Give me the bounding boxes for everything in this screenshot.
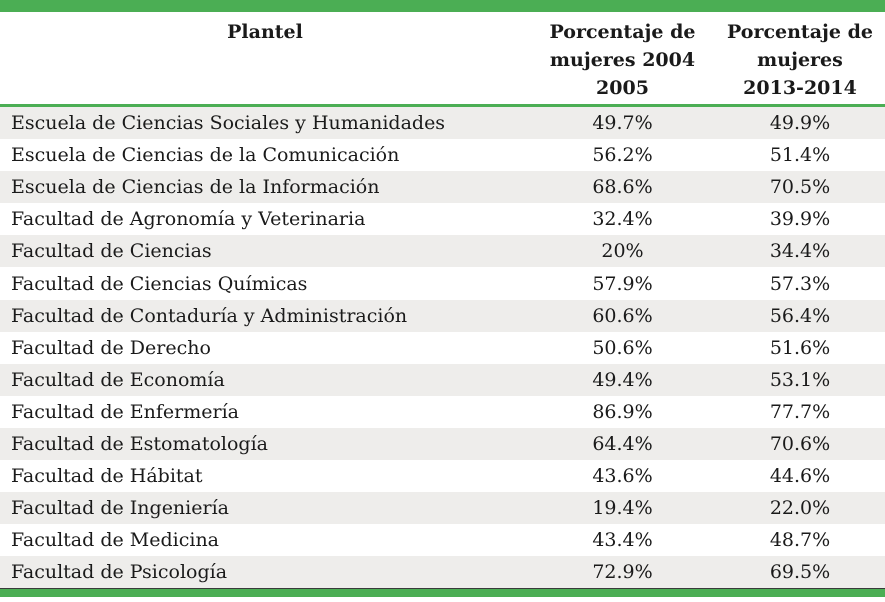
plantel-cell: Facultad de Agronomía y Veterinaria (11, 208, 366, 231)
pct-2013-2014-cell: 51.6% (769, 336, 831, 359)
plantel-cell: Escuela de Ciencias de la Información (11, 176, 380, 199)
pct-2013-2014-cell: 34.4% (769, 240, 831, 263)
pct-2004-2005-cell: 43.6% (592, 465, 653, 488)
pct-2004-2005-cell: 19.4% (592, 497, 653, 520)
pct-2004-2005-cell: 64.4% (592, 432, 653, 455)
pct-2013-2014-cell: 70.6% (769, 432, 831, 455)
plantel-cell: Facultad de Economía (11, 368, 225, 391)
table-row: Escuela de Ciencias Sociales y Humanidad… (0, 107, 885, 140)
pct-2013-2014-cell: 70.5% (769, 176, 831, 199)
plantel-cell: Facultad de Ciencias (11, 240, 212, 263)
table-row: Facultad de Ciencias Químicas 57.9% 57.3… (0, 267, 885, 300)
column-header-plantel: Plantel (227, 21, 303, 43)
pct-2004-2005-cell: 50.6% (592, 336, 653, 359)
table-row: Escuela de Ciencias de la Comunicación 5… (0, 139, 885, 172)
pct-2004-2005-cell: 60.6% (592, 304, 653, 327)
pct-2004-2005-cell: 49.7% (592, 112, 653, 135)
plantel-cell: Escuela de Ciencias Sociales y Humanidad… (11, 112, 446, 135)
plantel-cell: Facultad de Ciencias Químicas (11, 272, 308, 295)
pct-2013-2014-cell: 39.9% (769, 208, 831, 231)
table-row: Facultad de Ingeniería 19.4% 22.0% (0, 492, 885, 525)
table-header-row: Plantel Porcentaje de mujeres 2004 2005 … (0, 12, 885, 104)
table-row: Facultad de Hábitat 43.6% 44.6% (0, 460, 885, 493)
pct-2004-2005-cell: 57.9% (592, 272, 653, 295)
header-divider-rule (0, 104, 885, 107)
pct-2013-2014-cell: 57.3% (769, 272, 831, 295)
pct-2004-2005-cell: 56.2% (592, 144, 653, 167)
pct-2013-2014-cell: 44.6% (769, 465, 831, 488)
pct-2013-2014-cell: 48.7% (769, 529, 831, 552)
table-row: Facultad de Economía 49.4% 53.1% (0, 363, 885, 396)
table-row: Facultad de Agronomía y Veterinaria 32.4… (0, 203, 885, 236)
table-top-border (0, 0, 885, 12)
table-body: Escuela de Ciencias Sociales y Humanidad… (0, 107, 885, 589)
table-row: Facultad de Estomatología 64.4% 70.6% (0, 427, 885, 461)
pct-2013-2014-cell: 51.4% (769, 144, 831, 167)
table-bottom-border (0, 588, 885, 598)
pct-2004-2005-cell: 86.9% (592, 400, 653, 423)
pct-2004-2005-cell: 43.4% (592, 529, 653, 552)
plantel-cell: Facultad de Derecho (11, 336, 211, 359)
plantel-cell: Facultad de Hábitat (11, 465, 203, 488)
pct-2004-2005-cell: 72.9% (592, 561, 653, 584)
table-row: Facultad de Ciencias 20% 34.4% (0, 235, 885, 268)
table-row: Facultad de Contaduría y Administración … (0, 299, 885, 332)
plantel-cell: Escuela de Ciencias de la Comunicación (11, 144, 400, 167)
plantel-cell: Facultad de Enfermería (11, 400, 239, 423)
column-header-pct-2013-2014: Porcentaje de mujeres 2013-2014 (727, 21, 873, 99)
pct-2013-2014-cell: 56.4% (769, 304, 831, 327)
table-row: Facultad de Psicología 72.9% 69.5% (0, 556, 885, 589)
plantel-cell: Facultad de Medicina (11, 529, 220, 552)
column-header-pct-2004-2005: Porcentaje de mujeres 2004 2005 (549, 21, 696, 99)
table-row: Facultad de Derecho 50.6% 51.6% (0, 331, 885, 364)
table-row: Facultad de Enfermería 86.9% 77.7% (0, 395, 885, 428)
plantel-cell: Facultad de Ingeniería (11, 497, 229, 520)
plantel-cell: Facultad de Estomatología (11, 432, 268, 455)
pct-2013-2014-cell: 77.7% (769, 400, 831, 423)
plantel-cell: Facultad de Psicología (11, 561, 228, 584)
pct-2013-2014-cell: 22.0% (769, 497, 831, 520)
table-row: Facultad de Medicina 43.4% 48.7% (0, 524, 885, 557)
pct-2004-2005-cell: 49.4% (592, 368, 653, 391)
pct-2004-2005-cell: 20% (601, 240, 644, 263)
pct-2004-2005-cell: 32.4% (592, 208, 653, 231)
pct-2013-2014-cell: 49.9% (769, 112, 831, 135)
table-row: Escuela de Ciencias de la Información 68… (0, 171, 885, 204)
pct-2004-2005-cell: 68.6% (592, 176, 653, 199)
pct-2013-2014-cell: 53.1% (769, 368, 831, 391)
pct-2013-2014-cell: 69.5% (769, 561, 831, 584)
plantel-cell: Facultad de Contaduría y Administración (11, 304, 408, 327)
